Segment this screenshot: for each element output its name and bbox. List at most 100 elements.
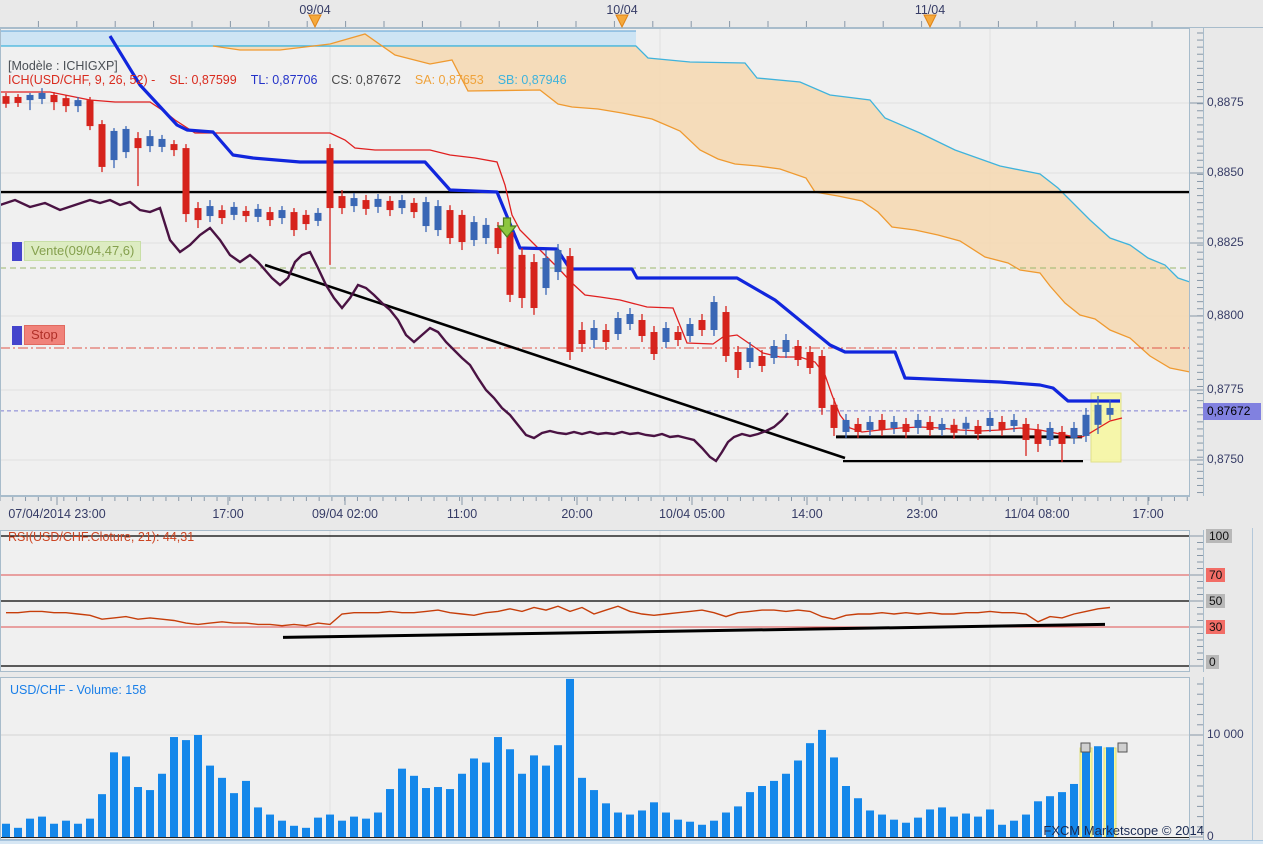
volume-bar — [482, 762, 490, 837]
volume-bar — [242, 780, 250, 837]
candle — [74, 100, 82, 107]
volume-bar — [218, 777, 226, 837]
volume-axis[interactable]: 10 000 0 — [1190, 677, 1263, 843]
candle — [482, 224, 490, 239]
rsi-axis[interactable]: 100 70 50 30 0 — [1190, 529, 1263, 672]
candle — [590, 328, 598, 341]
volume-bar — [194, 735, 202, 837]
volume-bar — [878, 814, 886, 837]
volume-bar — [674, 819, 682, 837]
candle — [986, 417, 994, 426]
volume-bar — [602, 803, 610, 837]
top-date-axis[interactable]: 09/04 10/04 11/04 — [0, 0, 1263, 28]
date-marker-icon[interactable] — [308, 14, 322, 28]
candle — [254, 208, 262, 217]
volume-bar — [182, 740, 190, 837]
volume-bar — [974, 816, 982, 837]
candle — [614, 318, 622, 335]
indicator-value: SL: 0,87599 — [169, 73, 237, 87]
volume-bar — [818, 729, 826, 837]
volume-bar — [2, 823, 10, 837]
trend-line — [264, 263, 846, 460]
vente-label[interactable]: Vente(09/04,47,6) — [12, 241, 142, 261]
volume-bar — [362, 818, 370, 837]
candle — [110, 130, 118, 161]
volume-bar — [926, 809, 934, 837]
price-axis[interactable]: 0,8875 0,8850 0,8825 0,8800 0,8775 0,8750 — [1190, 28, 1263, 496]
price-label: 0,8825 — [1207, 235, 1244, 249]
selection-highlight[interactable] — [1090, 392, 1122, 463]
tenkan-line — [0, 91, 1123, 438]
volume-bar — [374, 812, 382, 837]
volume-bar — [410, 775, 418, 837]
rsi-trend-line — [282, 622, 1106, 639]
volume-bar — [986, 809, 994, 837]
candle — [422, 202, 430, 227]
candle — [206, 206, 214, 217]
candle — [458, 214, 466, 243]
candle — [350, 198, 358, 207]
volume-bar — [614, 812, 622, 837]
watermark: FXCM Marketscope © 2014 — [1043, 823, 1204, 838]
volume-bar — [254, 807, 262, 837]
candle — [554, 250, 562, 273]
candle — [878, 419, 886, 430]
volume-bar — [1106, 747, 1114, 837]
stop-label-text: Stop — [24, 325, 65, 345]
candle — [122, 128, 130, 153]
sell-arrow-icon[interactable] — [496, 217, 518, 238]
candle — [314, 212, 322, 221]
rsi-title: RSI(USD/CHF.Cloture, 21): 44,31 — [8, 530, 195, 544]
volume-bar — [962, 813, 970, 837]
candle — [650, 332, 658, 354]
volume-bar — [134, 787, 142, 837]
right-panel-edge — [1252, 528, 1253, 840]
volume-bar — [686, 821, 694, 837]
candle — [398, 200, 406, 209]
volume-bar — [758, 786, 766, 837]
volume-bar — [122, 756, 130, 837]
volume-bar — [530, 755, 538, 837]
candle — [242, 210, 250, 217]
rsi-level-chip: 30 — [1206, 620, 1226, 634]
volume-bar — [146, 790, 154, 837]
rsi-level-chip: 100 — [1206, 529, 1233, 543]
volume-bar — [950, 816, 958, 837]
stop-marker-icon[interactable] — [12, 325, 22, 345]
volume-bar — [62, 820, 70, 837]
candle — [1082, 414, 1090, 436]
vente-marker-icon[interactable] — [12, 241, 22, 261]
selection-handle[interactable] — [1117, 742, 1128, 753]
selection-handle[interactable] — [1080, 742, 1091, 753]
main-chart-panel[interactable]: [Modèle : ICHIGXP] ICH(USD/CHF, 9, 26, 5… — [0, 28, 1190, 496]
time-label: 20:00 — [561, 507, 593, 521]
time-label: 07/04/2014 23:00 — [8, 507, 106, 521]
stop-label[interactable]: Stop — [12, 325, 65, 345]
volume-bar — [74, 823, 82, 837]
candle — [638, 320, 646, 337]
time-axis[interactable]: 07/04/2014 23:00 17:00 09/04 02:00 11:00 20:… — [0, 496, 1263, 530]
volume-panel[interactable]: USD/CHF - Volume: 158 FXCM Marketscope ©… — [0, 677, 1204, 840]
candle — [962, 422, 970, 429]
time-label: 23:00 — [906, 507, 938, 521]
date-marker-icon[interactable] — [923, 14, 937, 28]
candle — [1034, 429, 1042, 444]
rsi-panel[interactable]: RSI(USD/CHF.Cloture, 21): 44,31 — [0, 530, 1190, 672]
indicator-value: ICH(USD/CHF, 9, 26, 52) - — [8, 73, 156, 87]
volume-bar — [50, 823, 58, 837]
volume-bar — [98, 794, 106, 837]
chikou-line — [0, 198, 789, 463]
candle — [542, 258, 550, 289]
volume-bar — [422, 788, 430, 837]
volume-bar — [590, 790, 598, 837]
volume-bar — [890, 819, 898, 837]
volume-bar — [542, 765, 550, 837]
candle — [722, 312, 730, 356]
date-marker-icon[interactable] — [615, 14, 629, 28]
volume-bar — [698, 824, 706, 837]
volume-bar — [566, 678, 574, 837]
volume-bar — [794, 760, 802, 837]
price-label: 0,8850 — [1207, 165, 1244, 179]
volume-bar — [998, 824, 1006, 837]
